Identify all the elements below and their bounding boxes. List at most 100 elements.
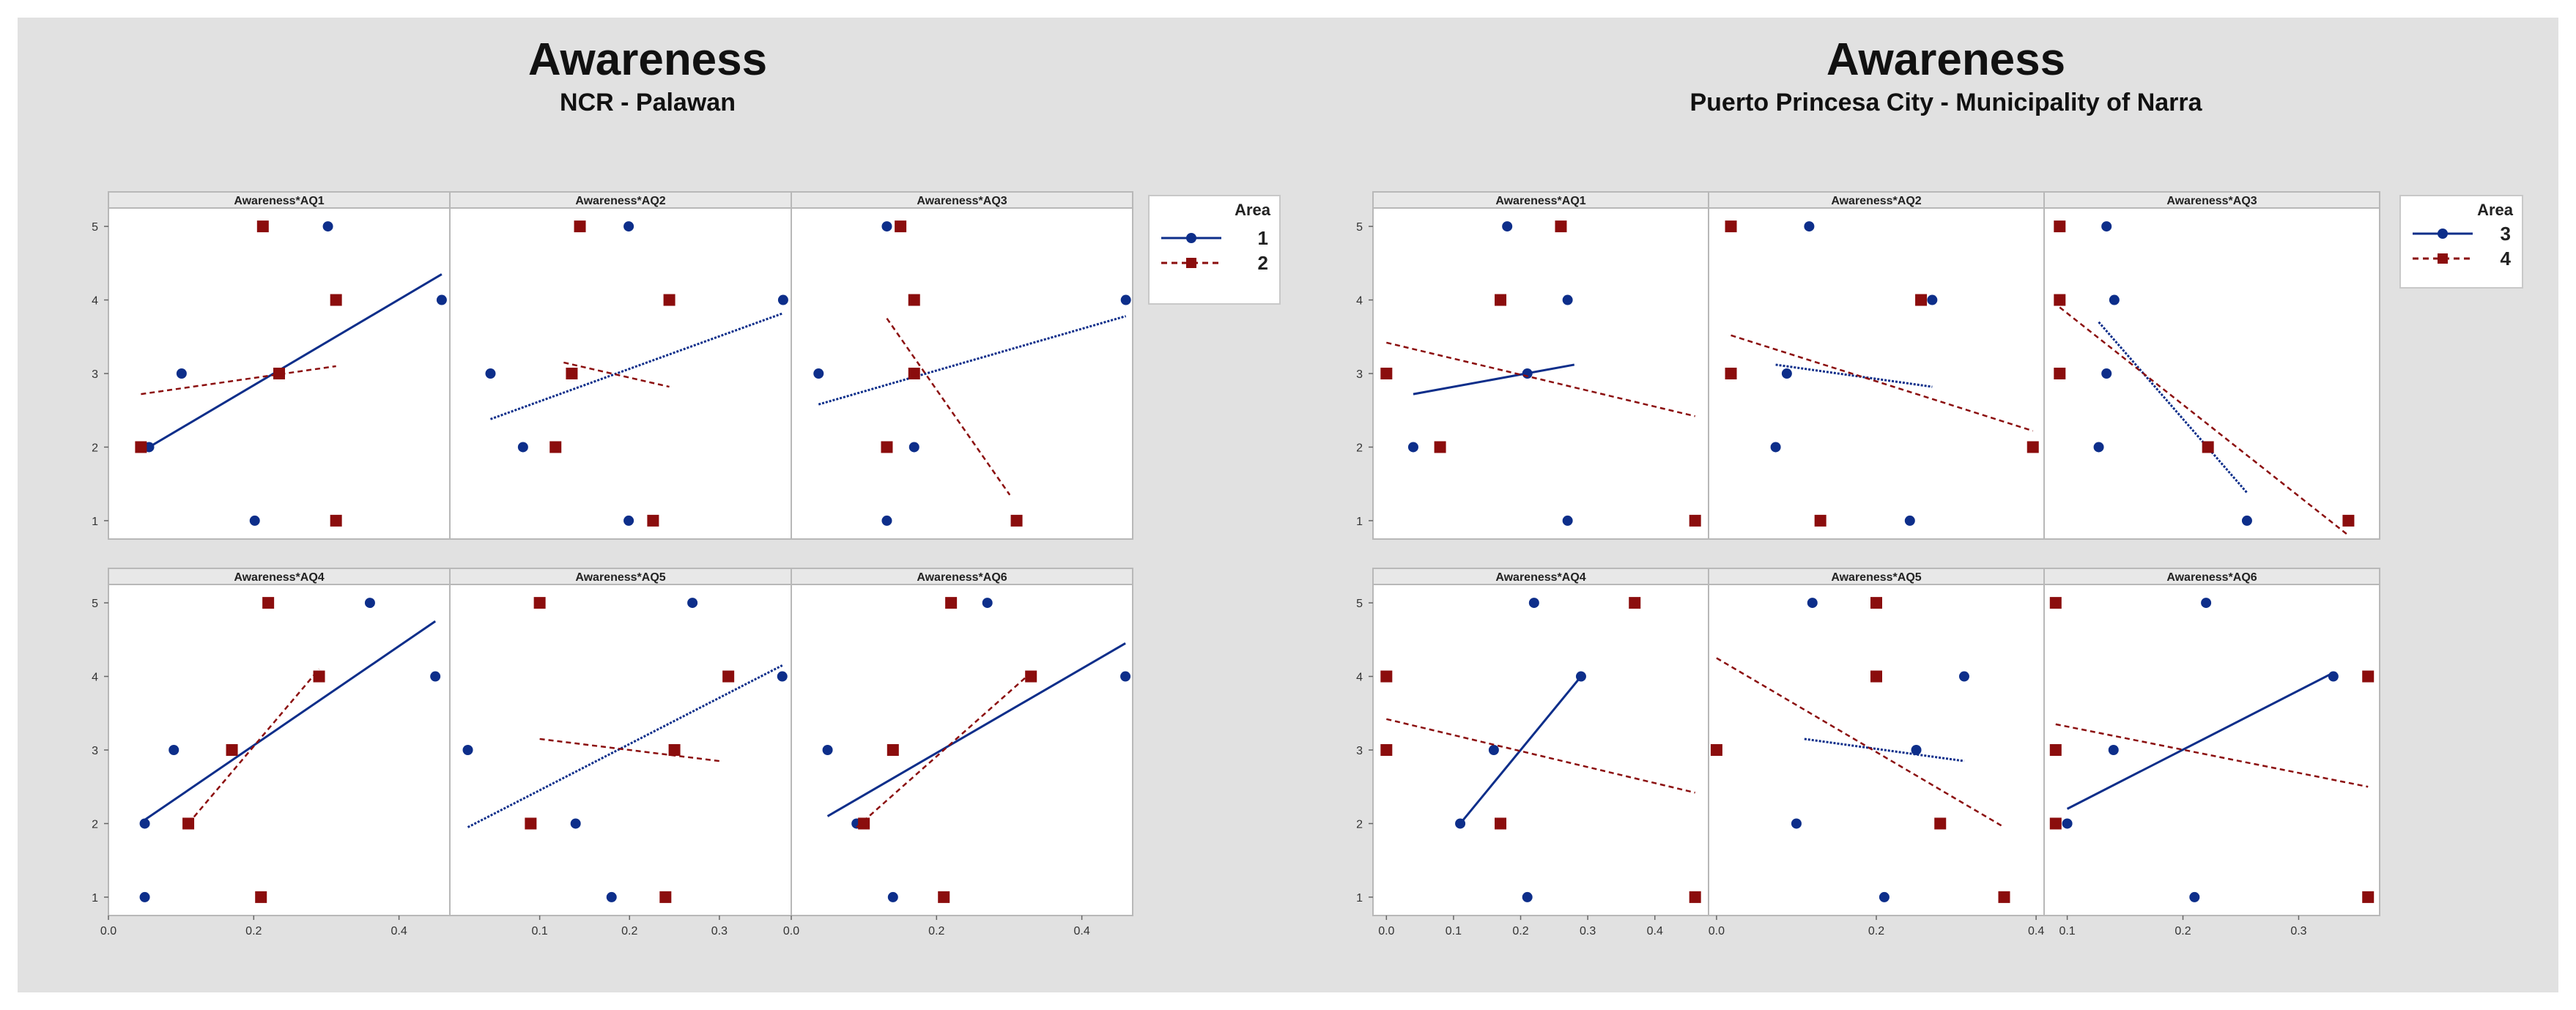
fit-line-3 xyxy=(1413,363,1575,396)
fit-line-3 xyxy=(2098,321,2249,494)
panel-plot-area xyxy=(2043,584,2380,916)
data-point-3 xyxy=(1575,671,1586,682)
data-point-4 xyxy=(2362,891,2375,903)
x-tick-label: 0.3 xyxy=(2290,925,2306,937)
y-tick-label: 1 xyxy=(92,516,98,528)
data-point-2 xyxy=(256,220,269,233)
y-tick-label: 4 xyxy=(92,295,98,308)
data-point-1 xyxy=(517,442,528,453)
data-point-3 xyxy=(1488,745,1499,755)
data-point-4 xyxy=(1380,744,1393,756)
data-point-4 xyxy=(1495,817,1507,830)
chart-puerto-princesa-narra: Awareness Puerto Princesa City - Municip… xyxy=(1333,18,2558,992)
data-point-2 xyxy=(255,891,267,903)
data-point-4 xyxy=(2049,817,2062,830)
data-point-4 xyxy=(1495,294,1507,306)
data-point-1 xyxy=(485,368,496,379)
data-point-3 xyxy=(1407,442,1418,453)
y-tick-label: 3 xyxy=(1356,368,1363,381)
data-point-1 xyxy=(887,891,898,902)
panel-plot-area xyxy=(2043,207,2380,540)
data-point-3 xyxy=(2241,515,2252,526)
y-tick-label: 2 xyxy=(1356,818,1363,831)
data-point-3 xyxy=(2093,442,2104,453)
x-tick-label: 0.4 xyxy=(1073,925,1089,937)
panel: Awareness*AQ2 xyxy=(1708,191,2045,540)
fit-line-3 xyxy=(1804,738,1965,762)
data-point-4 xyxy=(1725,368,1737,379)
data-point-1 xyxy=(430,671,441,682)
panel: Awareness*AQ5 0.0 0.2 0.4 xyxy=(1708,568,2045,937)
data-point-2 xyxy=(663,294,676,306)
data-point-3 xyxy=(2328,671,2339,682)
panel-title: Awareness*AQ3 xyxy=(2166,195,2257,207)
x-tick-label: 0.1 xyxy=(1446,925,1462,937)
data-point-4 xyxy=(2049,597,2062,609)
y-tick-label: 5 xyxy=(1356,221,1363,234)
data-point-4 xyxy=(1629,597,1641,609)
legend-entry-a: 3 xyxy=(2410,223,2511,245)
data-point-2 xyxy=(262,597,275,609)
y-tick-label: 3 xyxy=(92,745,98,757)
panel-plot-area xyxy=(108,584,451,916)
chart-ncr-palawan: Awareness NCR - Palawan Awareness*AQ1 1 2 3… xyxy=(18,18,1281,992)
panel: Awareness*AQ1 1 2 3 4 5 xyxy=(92,191,451,540)
legend-label-a: 3 xyxy=(2500,223,2511,245)
data-point-1 xyxy=(1120,294,1131,305)
chart-title: Awareness xyxy=(528,34,768,85)
data-point-4 xyxy=(2049,744,2062,756)
data-point-3 xyxy=(2101,221,2112,232)
y-tick-label: 4 xyxy=(1356,295,1363,308)
legend-label-b: 2 xyxy=(1257,252,1268,274)
x-tick-label: 0.1 xyxy=(532,925,548,937)
data-point-4 xyxy=(2054,294,2066,306)
x-tick-label: 0.4 xyxy=(1647,925,1663,937)
data-point-1 xyxy=(169,745,179,755)
data-point-3 xyxy=(1904,515,1915,526)
chart-subtitle: NCR - Palawan xyxy=(560,89,736,116)
fit-line-1 xyxy=(826,642,1126,817)
data-point-3 xyxy=(1562,294,1573,305)
data-point-1 xyxy=(777,671,788,682)
data-point-3 xyxy=(1807,598,1818,609)
data-point-4 xyxy=(1434,441,1446,453)
x-tick-label: 0.3 xyxy=(1580,925,1596,937)
panel-title: Awareness*AQ2 xyxy=(575,195,665,207)
fit-line-1 xyxy=(148,273,443,448)
panel: Awareness*AQ3 xyxy=(791,191,1133,540)
panel-header xyxy=(791,568,1133,585)
fit-line-1 xyxy=(818,315,1127,406)
panel-plot-area xyxy=(1708,584,2045,916)
data-point-4 xyxy=(2027,441,2039,453)
data-point-1 xyxy=(322,221,333,232)
data-point-1 xyxy=(687,598,698,609)
data-point-4 xyxy=(1915,294,1928,306)
data-point-1 xyxy=(777,294,788,305)
y-tick-label: 5 xyxy=(92,221,98,234)
data-point-3 xyxy=(1804,221,1815,232)
data-point-2 xyxy=(895,220,907,233)
y-tick-label: 2 xyxy=(92,818,98,831)
data-point-3 xyxy=(1522,891,1533,902)
data-point-1 xyxy=(462,745,473,755)
data-point-1 xyxy=(606,891,617,902)
data-point-2 xyxy=(1025,670,1037,683)
data-point-2 xyxy=(533,597,546,609)
legend-entry-a: 1 xyxy=(1158,227,1268,249)
data-point-1 xyxy=(139,891,150,902)
fit-line-2 xyxy=(563,361,670,388)
data-point-4 xyxy=(1814,514,1826,527)
data-point-2 xyxy=(938,891,950,903)
y-tick-label: 3 xyxy=(1356,745,1363,757)
y-tick-label: 2 xyxy=(1356,442,1363,454)
data-point-3 xyxy=(1562,515,1573,526)
panel-header xyxy=(2043,191,2380,209)
x-tick-label: 0.2 xyxy=(1868,925,1884,937)
legend-marker-a xyxy=(1161,233,1221,243)
data-point-1 xyxy=(176,368,187,379)
data-point-3 xyxy=(1791,818,1802,829)
panel-title: Awareness*AQ5 xyxy=(575,571,665,584)
panel: Awareness*AQ4 1 2 3 4 5 0.0 0.1 0.2 0.3 0.4 xyxy=(1356,568,1709,937)
data-point-3 xyxy=(1502,221,1513,232)
data-point-2 xyxy=(273,368,285,379)
